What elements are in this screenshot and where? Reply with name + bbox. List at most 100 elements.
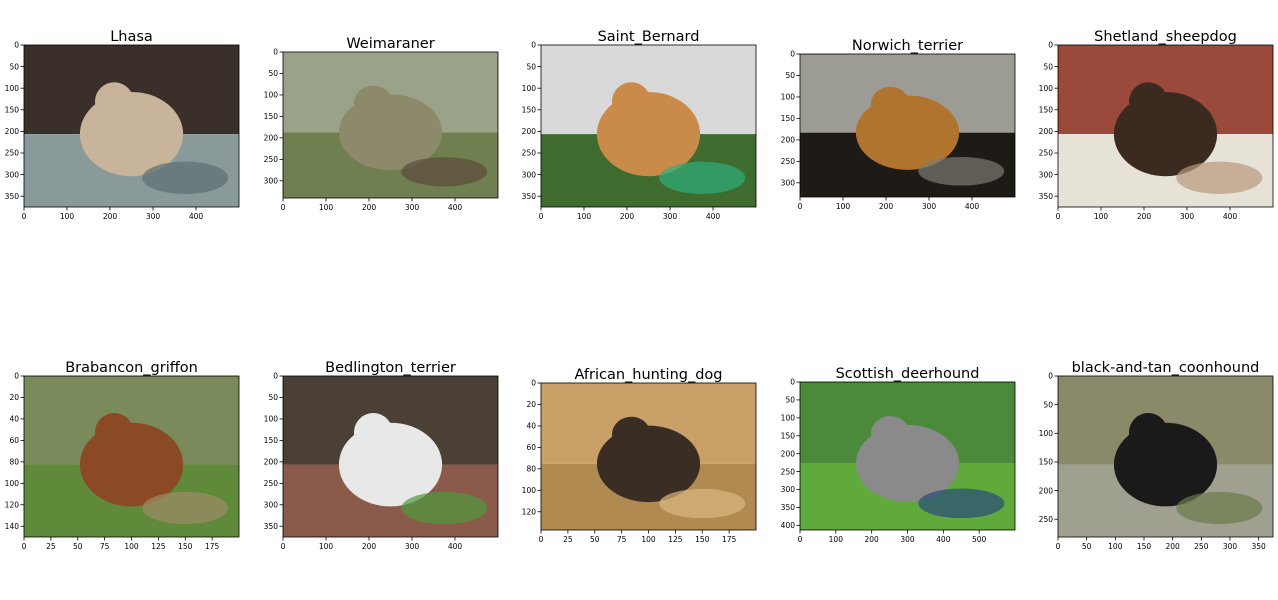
image-panel: African_hunting_dog 0 25 50 75 100 125 150 175 0 2…	[522, 367, 757, 544]
y-tick-label: 250	[264, 155, 279, 164]
y-tick-label: 100	[781, 93, 796, 102]
x-tick-label: 100	[641, 535, 656, 544]
x-tick-label: 200	[362, 203, 377, 212]
panel-title: Brabancon_griffon	[65, 360, 198, 376]
x-tick-label: 300	[900, 535, 915, 544]
y-tick-label: 50	[9, 62, 19, 71]
y-tick-label: 50	[785, 71, 795, 80]
x-tick-label: 400	[965, 202, 980, 211]
dog-photo	[800, 382, 1015, 530]
x-tick-label: 50	[73, 542, 83, 551]
image-panel: Saint_Bernard 0 100 200 300 400 0 50 100 150 200 25…	[522, 29, 757, 221]
panel-title: Weimaraner	[346, 36, 434, 52]
x-tick-label: 300	[1180, 212, 1195, 221]
y-tick-label: 250	[1039, 149, 1054, 158]
x-tick-label: 100	[1108, 542, 1123, 551]
y-tick-label: 60	[9, 436, 19, 445]
panel-title: Lhasa	[110, 29, 153, 45]
y-tick-label: 250	[781, 467, 796, 476]
x-tick-label: 25	[46, 542, 56, 551]
y-tick-label: 250	[264, 479, 279, 488]
y-tick-label: 250	[5, 149, 20, 158]
image-panel: Scottish_deerhound 0 100 200 300 400 500 0 50 100…	[781, 366, 1016, 544]
panel-title: Saint_Bernard	[598, 29, 700, 45]
y-tick-label: 350	[522, 192, 537, 201]
y-tick-label: 200	[781, 449, 796, 458]
x-tick-label: 75	[617, 535, 627, 544]
dog-photo	[1058, 376, 1273, 537]
y-tick-label: 150	[264, 436, 279, 445]
y-tick-label: 80	[526, 465, 536, 474]
y-tick-label: 200	[781, 136, 796, 145]
y-tick-label: 300	[781, 485, 796, 494]
x-tick-label: 200	[103, 212, 118, 221]
y-tick-label: 20	[9, 393, 19, 402]
x-tick-label: 200	[362, 542, 377, 551]
y-tick-label: 300	[5, 170, 20, 179]
x-tick-label: 200	[620, 212, 635, 221]
x-tick-label: 150	[1137, 542, 1152, 551]
y-tick-label: 120	[522, 507, 537, 516]
y-tick-label: 0	[790, 50, 795, 59]
panel-title: black-and-tan_coonhound	[1072, 360, 1260, 376]
x-tick-label: 0	[22, 212, 27, 221]
y-tick-label: 0	[273, 372, 278, 381]
y-tick-label: 200	[5, 127, 20, 136]
panel-title: Shetland_sheepdog	[1094, 29, 1237, 45]
y-tick-label: 150	[1039, 458, 1054, 467]
y-tick-label: 0	[1048, 41, 1053, 50]
x-tick-label: 125	[668, 535, 683, 544]
x-tick-label: 0	[1056, 542, 1061, 551]
y-tick-label: 50	[1043, 400, 1053, 409]
x-tick-label: 100	[836, 202, 851, 211]
x-tick-label: 0	[539, 535, 544, 544]
y-tick-label: 100	[781, 414, 796, 423]
dog-photo	[541, 383, 756, 530]
x-tick-label: 175	[205, 542, 220, 551]
y-tick-label: 200	[1039, 127, 1054, 136]
y-tick-label: 350	[1039, 192, 1054, 201]
y-tick-label: 100	[1039, 84, 1054, 93]
panel-title: Bedlington_terrier	[325, 360, 456, 376]
x-tick-label: 100	[60, 212, 75, 221]
y-tick-label: 300	[781, 179, 796, 188]
dog-photo	[541, 45, 756, 207]
y-tick-label: 60	[526, 443, 536, 452]
y-tick-label: 150	[781, 114, 796, 123]
x-tick-label: 100	[319, 542, 334, 551]
y-tick-label: 250	[781, 157, 796, 166]
y-tick-label: 0	[790, 378, 795, 387]
x-tick-label: 50	[590, 535, 600, 544]
y-tick-label: 300	[1039, 170, 1054, 179]
x-tick-label: 0	[798, 535, 803, 544]
x-tick-label: 100	[319, 203, 334, 212]
y-tick-label: 250	[522, 149, 537, 158]
x-tick-label: 200	[865, 535, 880, 544]
x-tick-label: 300	[146, 212, 161, 221]
y-tick-label: 100	[522, 486, 537, 495]
y-tick-label: 350	[264, 522, 279, 531]
x-tick-label: 0	[22, 542, 27, 551]
panel-title: African_hunting_dog	[574, 367, 722, 383]
y-tick-label: 40	[526, 422, 536, 431]
x-tick-label: 100	[1094, 212, 1109, 221]
y-tick-label: 50	[268, 69, 278, 78]
x-tick-label: 200	[879, 202, 894, 211]
dog-photo	[800, 54, 1015, 197]
dog-photo	[24, 376, 239, 537]
x-tick-label: 125	[151, 542, 166, 551]
x-tick-label: 0	[539, 212, 544, 221]
x-tick-label: 350	[1252, 542, 1267, 551]
y-tick-label: 50	[1043, 62, 1053, 71]
x-tick-label: 300	[1223, 542, 1238, 551]
y-tick-label: 100	[5, 84, 20, 93]
y-tick-label: 350	[5, 192, 20, 201]
x-tick-label: 100	[124, 542, 139, 551]
x-tick-label: 300	[405, 542, 420, 551]
y-tick-label: 200	[1039, 486, 1054, 495]
image-panel: Brabancon_griffon 0 25 50 75 100 125 150 175 0 20 4…	[5, 360, 240, 551]
x-tick-label: 200	[1166, 542, 1181, 551]
y-tick-label: 140	[5, 522, 20, 531]
x-tick-label: 400	[189, 212, 204, 221]
panel-title: Scottish_deerhound	[836, 366, 980, 382]
